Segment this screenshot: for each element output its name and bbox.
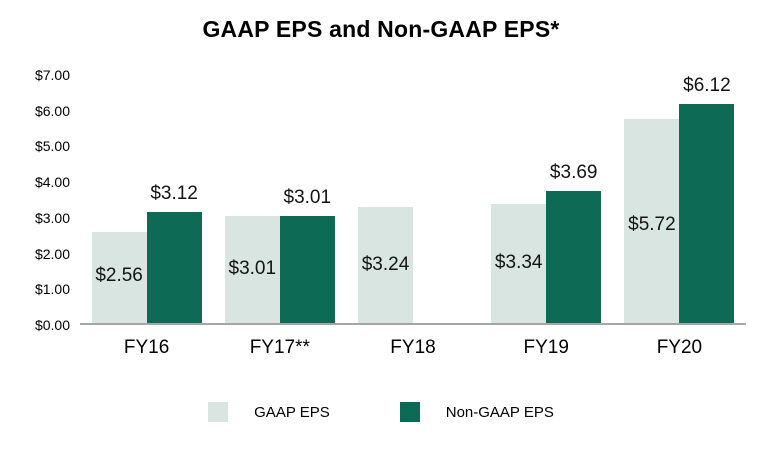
y-tick-label: $2.00 <box>34 245 70 262</box>
data-label: $3.12 <box>150 182 198 204</box>
bar-gaap-FY17 <box>224 215 280 323</box>
bar-gaap-FY18 <box>358 207 413 323</box>
legend-label-non-gaap: Non-GAAP EPS <box>445 403 554 421</box>
bar-slot: $3.69 <box>546 75 602 323</box>
x-axis-label: FY18 <box>390 337 436 358</box>
data-label: $3.01 <box>228 258 277 279</box>
y-tick-label: $3.00 <box>34 209 70 226</box>
y-tick-label: $0.00 <box>34 317 70 333</box>
bar-chart: $0.00 $1.00 $2.00 $3.00 $4.00 $5.00 $6.00 $7.00… <box>18 67 746 359</box>
x-axis-label: FY17** <box>249 337 310 358</box>
bar-slot: $6.12 <box>679 75 735 323</box>
bar-slot: $3.01 <box>224 75 280 323</box>
data-label: $3.01 <box>283 186 332 208</box>
legend-item-gaap: GAAP EPS <box>208 402 330 422</box>
bar-slot: $5.72 <box>624 75 680 323</box>
bar-slot: $3.01 <box>279 75 335 323</box>
data-label: $3.69 <box>549 162 598 184</box>
bar-gaap-FY19 <box>491 203 547 323</box>
bar-gaap-FY20 <box>624 118 680 323</box>
bar-group-FY19: $3.34 $3.69 <box>480 75 613 323</box>
bar-slot: $3.12 <box>146 75 202 323</box>
plot-area: $2.56 $3.12 $3.01 $3.01 $3.24 $3.34 $3.69 $5.72… <box>80 75 746 325</box>
y-tick-label: $6.00 <box>34 102 70 119</box>
x-axis-label: FY20 <box>656 337 703 358</box>
data-label: $5.72 <box>628 214 676 235</box>
bar-slot: $2.56 <box>91 75 147 323</box>
bar-group-FY17: $3.01 $3.01 <box>213 75 346 323</box>
legend-swatch-gaap <box>208 402 229 422</box>
y-tick-label: $4.00 <box>34 174 70 191</box>
bar-group-FY16: $2.56 $3.12 <box>80 75 213 323</box>
bar-gaap-FY16 <box>91 231 147 323</box>
data-label: $2.56 <box>95 265 143 286</box>
bar-group-FY20: $5.72 $6.12 <box>613 75 746 323</box>
bar-non-gaap-FY19 <box>546 191 602 323</box>
y-axis: $0.00 $1.00 $2.00 $3.00 $4.00 $5.00 $6.00 $7.00 <box>18 67 80 333</box>
x-axis-labels: FY16 FY17** FY18 FY19 FY20 <box>80 337 746 359</box>
data-label: $6.12 <box>683 75 731 97</box>
legend-item-non-gaap: Non-GAAP EPS <box>399 402 554 422</box>
x-axis-label: FY16 <box>123 337 170 358</box>
bar-non-gaap-FY20 <box>679 104 735 323</box>
data-label: $3.34 <box>494 252 543 273</box>
chart-title: GAAP EPS and Non-GAAP EPS* <box>202 16 560 42</box>
bar-group-FY18: $3.24 <box>346 75 479 323</box>
x-axis-label: FY19 <box>523 337 569 358</box>
y-tick-label: $5.00 <box>34 138 70 155</box>
y-tick-label: $7.00 <box>34 67 70 83</box>
bar-slot: $3.24 <box>358 75 413 323</box>
legend-swatch-non-gaap <box>399 402 420 422</box>
legend: GAAP EPS Non-GAAP EPS <box>0 402 762 422</box>
bar-non-gaap-FY17 <box>279 215 335 323</box>
legend-label-gaap: GAAP EPS <box>254 403 330 421</box>
y-tick-label: $1.00 <box>34 281 70 298</box>
bar-non-gaap-FY16 <box>146 211 202 323</box>
bar-slot: $3.34 <box>491 75 547 323</box>
data-label: $3.24 <box>361 254 410 275</box>
bar-slot <box>413 75 468 323</box>
